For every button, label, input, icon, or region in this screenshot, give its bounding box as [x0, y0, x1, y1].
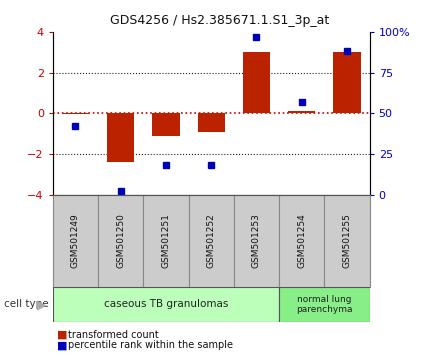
Bar — [143, 195, 189, 287]
Text: percentile rank within the sample: percentile rank within the sample — [68, 340, 233, 350]
Text: cell type: cell type — [4, 299, 49, 309]
Bar — [279, 287, 370, 322]
Text: caseous TB granulomas: caseous TB granulomas — [104, 299, 228, 309]
Bar — [279, 195, 324, 287]
Bar — [243, 52, 270, 113]
Text: GSM501255: GSM501255 — [342, 213, 352, 268]
Text: transformed count: transformed count — [68, 330, 159, 339]
Text: ■: ■ — [57, 340, 68, 350]
Text: GSM501249: GSM501249 — [71, 213, 80, 268]
Bar — [62, 113, 89, 114]
Bar — [198, 113, 225, 132]
Bar — [98, 195, 143, 287]
Text: GSM501252: GSM501252 — [207, 213, 216, 268]
Bar — [107, 113, 134, 162]
Text: GSM501254: GSM501254 — [297, 213, 306, 268]
Text: GSM501250: GSM501250 — [116, 213, 125, 268]
Bar — [324, 195, 370, 287]
Bar — [53, 195, 98, 287]
Text: ■: ■ — [57, 330, 68, 339]
Bar — [234, 195, 279, 287]
Text: GSM501251: GSM501251 — [161, 213, 170, 268]
Text: normal lung
parenchyma: normal lung parenchyma — [296, 295, 352, 314]
Bar — [53, 287, 279, 322]
Bar — [334, 52, 360, 113]
Bar — [152, 113, 180, 136]
Bar — [288, 111, 315, 113]
Text: GSM501253: GSM501253 — [252, 213, 261, 268]
Text: GDS4256 / Hs2.385671.1.S1_3p_at: GDS4256 / Hs2.385671.1.S1_3p_at — [110, 14, 330, 27]
Text: ▶: ▶ — [37, 298, 47, 311]
Bar — [189, 195, 234, 287]
